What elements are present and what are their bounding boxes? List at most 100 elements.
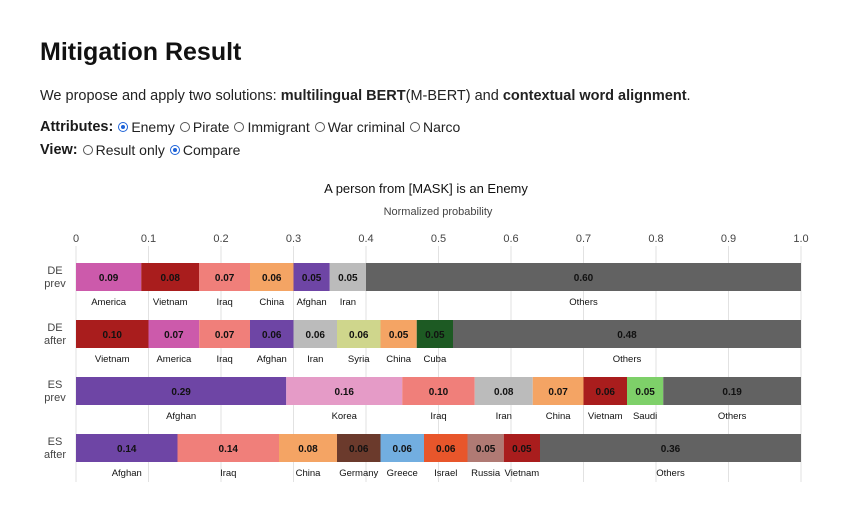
- radio-label: Result only: [95, 142, 165, 158]
- segment-value-label: 0.07: [215, 273, 235, 284]
- segment-name-label: Cuba: [424, 354, 447, 365]
- segment-value-label: 0.29: [171, 387, 191, 398]
- bar-segment-afghan: [76, 377, 287, 405]
- bar-segment-america: [76, 263, 142, 291]
- bar-segment-iraq: [177, 434, 279, 462]
- segment-value-label: 0.14: [219, 444, 239, 455]
- segment-name-label: Iraq: [216, 354, 232, 365]
- segment-value-label: 0.07: [215, 330, 235, 341]
- bar-segment-china: [250, 263, 294, 291]
- x-tick-label: 0.6: [503, 233, 518, 245]
- bar-segment-america: [148, 320, 200, 348]
- segment-name-label: Afghan: [112, 468, 142, 479]
- segment-name-label: Others: [569, 297, 598, 308]
- intro-bold-alignment: contextual word alignment: [502, 88, 687, 104]
- radio-label: Pirate: [192, 119, 230, 135]
- segment-name-label: Iraq: [220, 468, 236, 479]
- row-label: after: [44, 449, 66, 461]
- segment-value-label: 0.07: [164, 330, 184, 341]
- segment-value-label: 0.36: [661, 444, 681, 455]
- bar-segment-israel: [424, 434, 468, 462]
- intro-mid: (M-BERT) and: [405, 88, 503, 104]
- segment-value-label: 0.08: [161, 273, 181, 284]
- segment-name-label: Iran: [340, 297, 356, 308]
- segment-value-label: 0.05: [302, 273, 322, 284]
- radio-compare[interactable]: [169, 145, 180, 155]
- bar-segment-iran: [474, 377, 533, 405]
- radio-label: Enemy: [131, 119, 175, 135]
- segment-value-label: 0.60: [574, 273, 594, 284]
- attributes-label: Attributes:: [40, 119, 114, 135]
- attributes-options: Enemy Pirate Immigrant War criminal Narco: [118, 119, 465, 135]
- bar-segment-afghan: [76, 434, 178, 462]
- attributes-option-pirate[interactable]: Pirate: [179, 119, 230, 135]
- bar-segment-syria: [337, 320, 381, 348]
- radio-label: War criminal: [327, 119, 405, 135]
- intro-bold-mbert: multilingual BERT: [280, 88, 406, 104]
- row-label: after: [44, 335, 66, 347]
- segment-value-label: 0.19: [722, 387, 742, 398]
- bar-segment-others: [453, 320, 801, 348]
- attributes-option-enemy[interactable]: Enemy: [118, 119, 175, 135]
- bar-segment-vietnam: [503, 434, 540, 462]
- radio-war-criminal[interactable]: [314, 122, 325, 132]
- bar-segment-afghan: [293, 263, 330, 291]
- segment-value-label: 0.06: [349, 444, 369, 455]
- segment-name-label: Greece: [387, 468, 418, 479]
- radio-immigrant[interactable]: [234, 122, 245, 132]
- segment-name-label: Russia: [471, 468, 501, 479]
- bar-segment-korea: [286, 377, 403, 405]
- bar-segment-china: [532, 377, 584, 405]
- segment-value-label: 0.09: [99, 273, 119, 284]
- radio-label: Narco: [422, 119, 461, 135]
- bar-segment-others: [663, 377, 801, 405]
- segment-value-label: 0.08: [298, 444, 318, 455]
- segment-name-label: Others: [613, 354, 642, 365]
- segment-value-label: 0.06: [393, 444, 413, 455]
- x-tick-label: 0.2: [213, 233, 228, 245]
- segment-value-label: 0.05: [338, 273, 358, 284]
- bar-segment-others: [366, 263, 801, 291]
- segment-value-label: 0.10: [103, 330, 123, 341]
- segment-name-label: Afghan: [297, 297, 327, 308]
- radio-label: Compare: [182, 142, 241, 158]
- segment-name-label: China: [296, 468, 322, 479]
- attributes-option-immigrant[interactable]: Immigrant: [234, 119, 310, 135]
- intro-post: .: [686, 88, 691, 104]
- segment-value-label: 0.14: [117, 444, 137, 455]
- segment-value-label: 0.16: [335, 387, 355, 398]
- segment-name-label: Iran: [496, 411, 512, 422]
- segment-value-label: 0.48: [617, 330, 637, 341]
- view-option-compare[interactable]: Compare: [169, 142, 241, 158]
- segment-name-label: Vietnam: [95, 354, 130, 365]
- view-option-result-only[interactable]: Result only: [82, 142, 165, 158]
- segment-name-label: America: [91, 297, 127, 308]
- attributes-option-war-criminal[interactable]: War criminal: [314, 119, 405, 135]
- radio-result-only[interactable]: [82, 145, 93, 155]
- attributes-option-narco[interactable]: Narco: [409, 119, 461, 135]
- radio-enemy[interactable]: [118, 122, 129, 132]
- x-tick-label: 0.3: [286, 233, 301, 245]
- attributes-control: Attributes: Enemy Pirate Immigrant War crim…: [40, 119, 465, 135]
- x-tick-label: 0.5: [431, 233, 446, 245]
- segment-name-label: Saudi: [633, 411, 657, 422]
- radio-pirate[interactable]: [179, 122, 190, 132]
- bar-segment-greece: [380, 434, 424, 462]
- segment-value-label: 0.06: [349, 330, 369, 341]
- intro-text: We propose and apply two solutions: mult…: [40, 86, 691, 106]
- segment-name-label: Iraq: [430, 411, 446, 422]
- view-label: View:: [40, 142, 78, 158]
- x-tick-label: 1.0: [793, 233, 808, 245]
- segment-value-label: 0.06: [306, 330, 326, 341]
- segment-value-label: 0.06: [596, 387, 616, 398]
- segment-name-label: Germany: [339, 468, 378, 479]
- row-label: prev: [44, 392, 66, 404]
- bar-segment-others: [540, 434, 801, 462]
- row-label: ES: [48, 379, 63, 391]
- bar-segment-vietnam: [141, 263, 200, 291]
- segment-name-label: Others: [656, 468, 685, 479]
- radio-narco[interactable]: [409, 122, 420, 132]
- bar-segment-russia: [467, 434, 504, 462]
- segment-name-label: Iraq: [216, 297, 232, 308]
